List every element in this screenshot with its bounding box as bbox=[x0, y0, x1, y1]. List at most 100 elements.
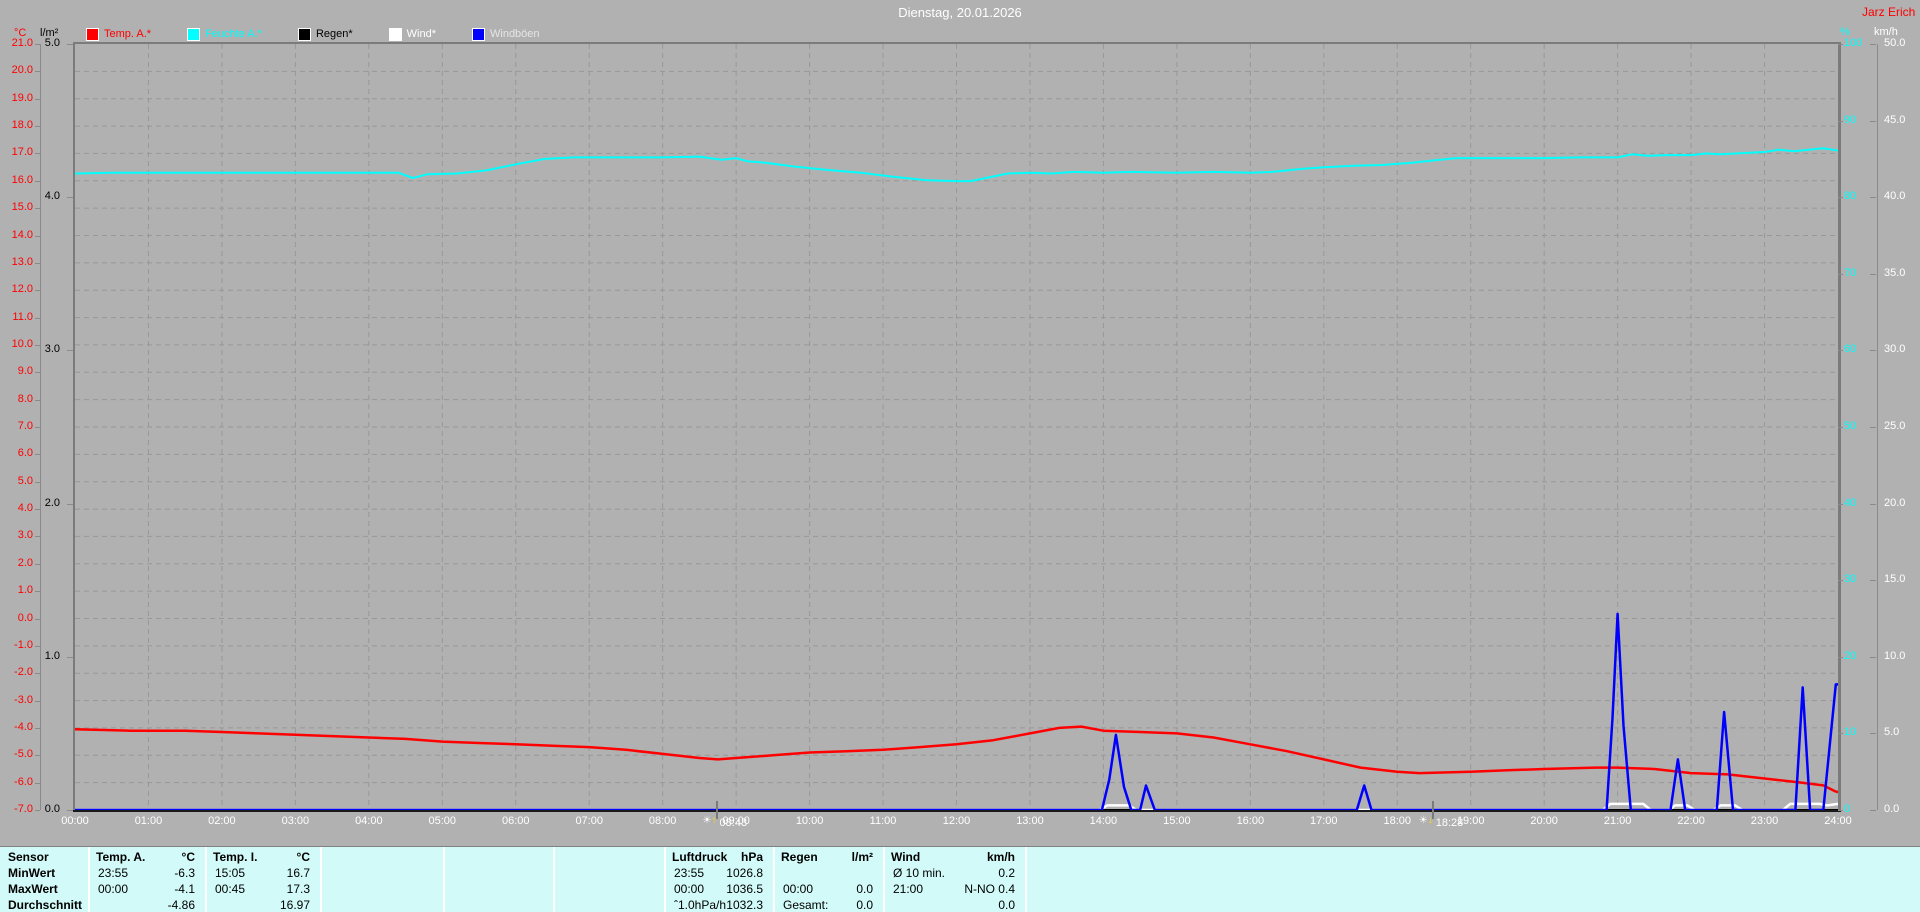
temp-axis-tick-label: 6.0 bbox=[17, 447, 33, 460]
table-col-header-name: Temp. A. bbox=[96, 850, 146, 864]
table-col-header-unit: °C bbox=[296, 850, 310, 864]
wind-axis-tick-mark bbox=[1870, 44, 1876, 45]
x-axis-hour-label: 08:00 bbox=[648, 815, 677, 827]
rain-axis-tick-mark bbox=[67, 810, 73, 811]
wind-axis-tick-mark bbox=[1870, 503, 1876, 505]
humidity-axis-tick-mark bbox=[1838, 427, 1843, 428]
table-cell-time: 00:45 bbox=[215, 882, 246, 896]
feuchte-a-swatch-icon bbox=[187, 27, 201, 41]
temp-axis-tick-label: 9.0 bbox=[17, 365, 33, 378]
windboen-swatch-icon bbox=[472, 27, 485, 41]
temp-axis-spine bbox=[40, 44, 41, 810]
temp-axis-tick-mark bbox=[35, 727, 40, 729]
humidity-axis-tick-label: 30 bbox=[1844, 573, 1857, 586]
temp-axis-tick-label: 5.0 bbox=[17, 474, 33, 487]
humidity-axis-tick-mark bbox=[1838, 733, 1843, 735]
x-axis-hour-label: 20:00 bbox=[1530, 815, 1558, 827]
temp-axis-tick-label: 16.0 bbox=[11, 173, 33, 186]
table-row-header: Sensor bbox=[8, 850, 49, 864]
temp-axis-tick-label: 19.0 bbox=[11, 91, 33, 104]
x-axis-hour-label: 19:00 bbox=[1456, 815, 1485, 827]
wind-axis-tick-mark bbox=[1870, 733, 1876, 735]
station-owner-label: Jarz Erich bbox=[1862, 5, 1916, 19]
chart-legend: Temp. A.* Feuchte A.* Regen* Wind* Windböen bbox=[86, 27, 540, 41]
temp-axis-tick-label: 7.0 bbox=[17, 420, 33, 432]
rain-axis-tick-label: 4.0 bbox=[44, 190, 60, 203]
humidity-axis-tick-label: 80 bbox=[1844, 190, 1857, 203]
temp-axis-tick-mark bbox=[35, 180, 40, 182]
humidity-axis-tick-label: 10 bbox=[1844, 726, 1857, 739]
table-cell-time: 23:55 bbox=[98, 866, 129, 880]
rain-axis-tick-label: 0.0 bbox=[44, 803, 60, 815]
x-axis-hour-label: 21:00 bbox=[1603, 815, 1632, 827]
table-col-header-unit: l/m² bbox=[851, 850, 873, 864]
wind-axis-tick-label: 20.0 bbox=[1884, 496, 1906, 509]
wind-axis-tick-label: 25.0 bbox=[1884, 420, 1906, 432]
wind-axis-tick-label: 5.0 bbox=[1884, 726, 1900, 739]
temp-axis-tick-label: 12.0 bbox=[11, 283, 33, 296]
x-axis-hour-label: 02:00 bbox=[208, 815, 236, 827]
legend-item-wind: Wind* bbox=[388, 27, 436, 41]
humidity-axis-unit-label: % bbox=[1840, 26, 1850, 38]
x-axis-hour-label: 15:00 bbox=[1163, 815, 1191, 827]
table-col-header-unit: hPa bbox=[740, 850, 763, 864]
plot-left-border bbox=[73, 44, 75, 810]
table-column-separator bbox=[773, 847, 775, 912]
x-axis-hour-label: 16:00 bbox=[1236, 815, 1265, 827]
temp-axis-tick-mark bbox=[35, 208, 40, 210]
wind-axis-tick-label: 45.0 bbox=[1884, 113, 1906, 126]
temp-axis-tick-label: 11.0 bbox=[12, 310, 33, 323]
humidity-axis-tick-mark bbox=[1838, 350, 1843, 352]
humidity-axis-tick-mark bbox=[1838, 656, 1843, 658]
table-cell-value: 1026.8 bbox=[726, 866, 763, 880]
legend-label: Temp. A.* bbox=[104, 28, 152, 40]
table-column-separator bbox=[664, 847, 666, 912]
wind-axis-tick-mark bbox=[1870, 656, 1876, 658]
temp-axis-tick-label: 8.0 bbox=[17, 392, 33, 405]
wind-axis-unit-label: km/h bbox=[1874, 26, 1898, 38]
table-col-header-name: Temp. I. bbox=[213, 850, 258, 864]
temp-axis-tick-mark bbox=[35, 98, 40, 100]
table-cell-time: 23:55 bbox=[674, 866, 705, 880]
x-axis-hour-label: 01:00 bbox=[134, 815, 163, 827]
x-axis-hour-label: 00:00 bbox=[61, 815, 89, 827]
table-col-header-unit: km/h bbox=[986, 850, 1015, 864]
humidity-axis-tick-label: 40 bbox=[1844, 496, 1857, 509]
sunrise-marker-tick bbox=[715, 801, 718, 819]
temp-axis-tick-mark bbox=[35, 262, 40, 264]
temp-axis-tick-mark bbox=[35, 700, 40, 702]
wind-axis-tick-mark bbox=[1870, 350, 1876, 352]
rain-axis-tick-label: 3.0 bbox=[44, 343, 60, 356]
humidity-axis-tick-label: 60 bbox=[1844, 343, 1857, 356]
sunset-icon: ☀↓ bbox=[1418, 815, 1433, 826]
x-axis-hour-label: 17:00 bbox=[1310, 815, 1338, 827]
temp-axis-tick-mark bbox=[35, 372, 40, 374]
temp-axis-tick-label: 1.0 bbox=[17, 584, 33, 597]
temp-axis-unit-label: °C bbox=[14, 27, 27, 39]
temp-axis-tick-mark bbox=[35, 344, 40, 346]
series-line-windb-en bbox=[75, 612, 1838, 810]
legend-label: Windböen bbox=[490, 28, 540, 40]
plot-top-border bbox=[73, 42, 1841, 44]
temp-axis-tick-label: -7.0 bbox=[14, 803, 33, 815]
table-col-header-name: Wind bbox=[891, 850, 921, 864]
legend-label: Feuchte A.* bbox=[205, 28, 262, 40]
temp-axis-tick-mark bbox=[35, 399, 40, 401]
temp-axis-tick-mark bbox=[35, 235, 40, 237]
temp-a-swatch-icon bbox=[86, 27, 99, 41]
x-axis-hour-label: 10:00 bbox=[795, 815, 824, 827]
temp-axis-tick-label: 13.0 bbox=[11, 255, 33, 268]
legend-label: Wind* bbox=[406, 28, 436, 40]
table-cell-value: 0.2 bbox=[998, 866, 1015, 880]
temp-axis-tick-label: 17.0 bbox=[11, 146, 33, 159]
table-cell-time: 00:00 bbox=[98, 882, 129, 896]
table-cell-value: 0.0 bbox=[998, 898, 1015, 912]
temp-axis-tick-label: -2.0 bbox=[14, 666, 33, 679]
table-column-separator bbox=[883, 847, 885, 912]
humidity-axis-tick-label: 70 bbox=[1844, 266, 1857, 279]
temp-axis-tick-mark bbox=[35, 454, 40, 456]
legend-item-windboen: Windböen bbox=[472, 27, 540, 41]
wind-axis-tick-mark bbox=[1870, 273, 1876, 275]
legend-item-regen: Regen* bbox=[297, 27, 353, 41]
